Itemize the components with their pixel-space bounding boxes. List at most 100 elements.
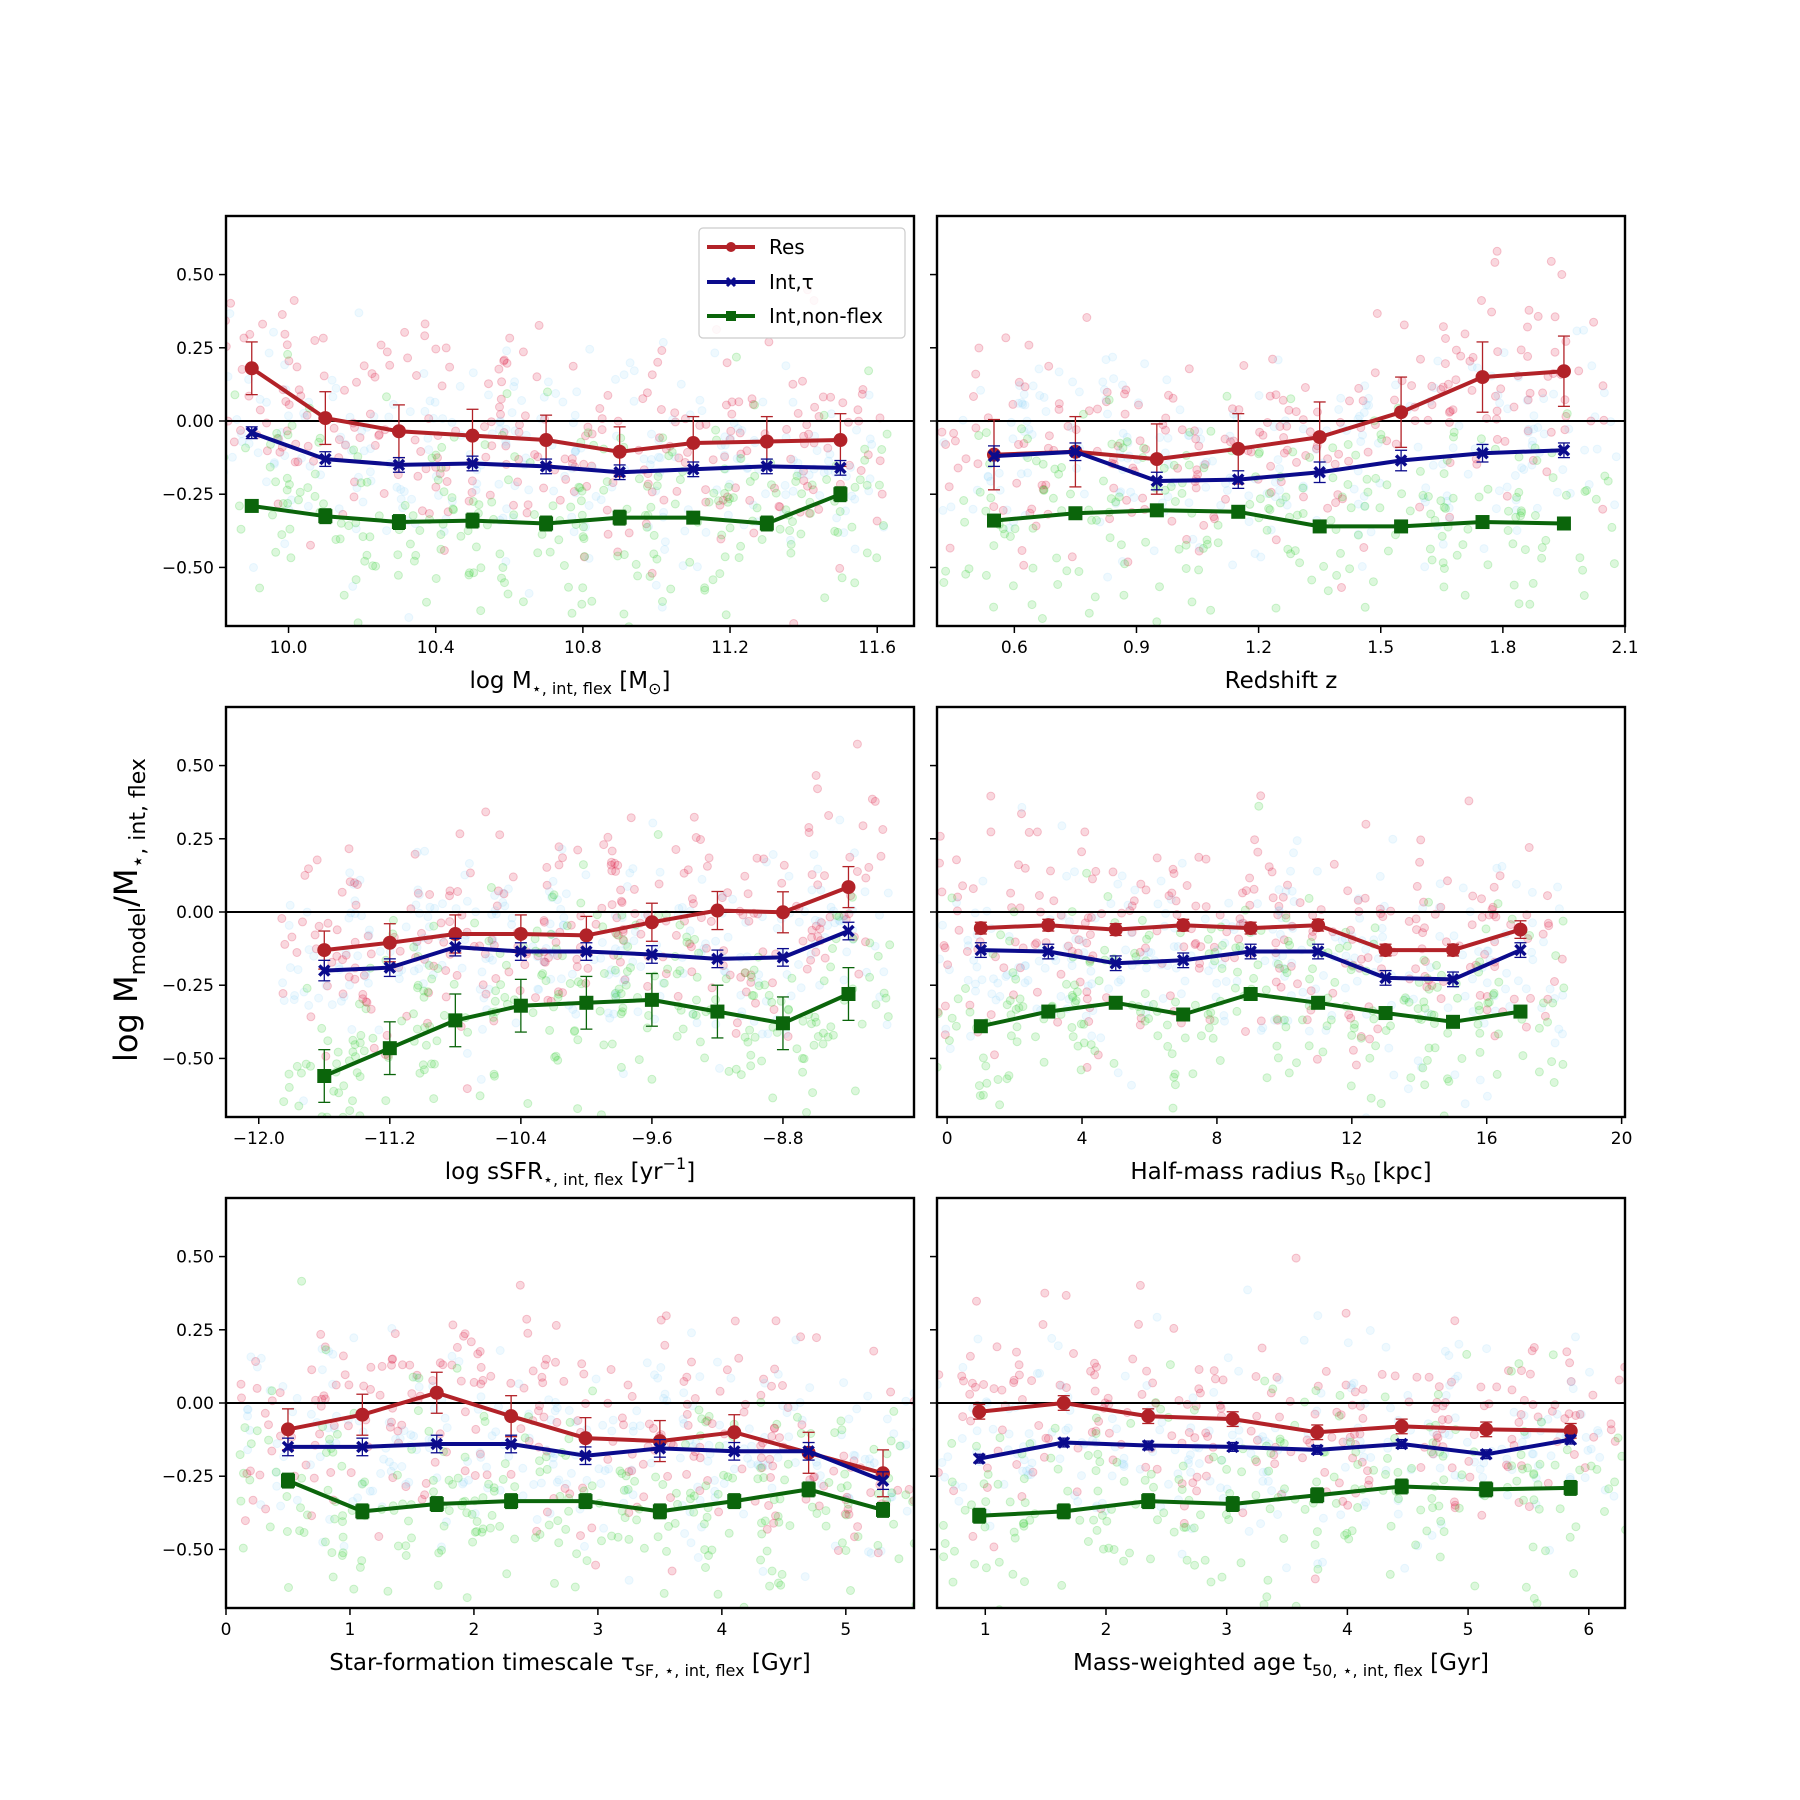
scatter-point-int-nonflex: [351, 575, 361, 585]
scatter-point-int-tau: [1287, 886, 1297, 896]
scatter-point-int-tau: [596, 953, 606, 963]
scatter-point-res: [769, 1005, 779, 1014]
scatter-point-int-nonflex: [1326, 1015, 1336, 1025]
scatter-point-res: [818, 392, 828, 402]
scatter-point-int-tau: [1600, 1485, 1610, 1495]
scatter-point-res: [430, 1457, 440, 1467]
scatter-point-res: [1049, 896, 1059, 906]
scatter-point-int-nonflex: [1332, 570, 1342, 580]
scatter-point-int-tau: [611, 988, 621, 998]
scatter-point-int-tau: [715, 1063, 724, 1073]
scatter-point-res: [1043, 1434, 1053, 1443]
scatter-point-int-tau: [336, 432, 346, 442]
scatter-point-int-tau: [568, 418, 578, 428]
scatter-point-res: [1356, 954, 1366, 964]
scatter-point-int-nonflex: [666, 584, 676, 594]
scatter-point-res: [1445, 512, 1455, 522]
scatter-point-int-nonflex: [490, 996, 500, 1006]
scatter-point-int-tau: [917, 1499, 925, 1507]
scatter-point-int-tau: [963, 941, 973, 951]
scatter-point-int-tau: [567, 969, 577, 979]
scatter-point-int-tau: [1113, 879, 1123, 889]
scatter-point-int-tau: [1115, 488, 1125, 498]
scatter-point-int-tau: [1474, 947, 1484, 956]
scatter-point-res: [290, 457, 300, 467]
scatter-point-res: [278, 989, 288, 998]
scatter-point-int-tau: [412, 943, 422, 952]
data-point-int-nonflex: [280, 1473, 295, 1488]
scatter-point-int-tau: [420, 846, 430, 856]
x-tick-label: 1.5: [1367, 638, 1394, 658]
scatter-point-int-tau: [655, 867, 665, 877]
data-point-int-nonflex: [382, 1041, 397, 1056]
scatter-point-int-nonflex: [393, 1541, 403, 1551]
scatter-point-res: [979, 1380, 989, 1389]
scatter-point-res: [341, 950, 351, 960]
scatter-point-int-tau: [1482, 978, 1492, 988]
scatter-point-int-nonflex: [448, 1479, 458, 1489]
scatter-point-res: [967, 1378, 977, 1388]
series-int-nonflex: [973, 987, 1528, 1034]
scatter-point-int-nonflex: [1562, 409, 1572, 419]
scatter-point-int-nonflex: [1155, 582, 1164, 592]
scatter-point-res: [612, 913, 622, 923]
scatter-point-int-tau: [559, 920, 568, 930]
scatter-point-int-tau: [1263, 1476, 1273, 1486]
data-point-int-tau: [1150, 474, 1164, 488]
scatter-point-int-nonflex: [1375, 503, 1385, 513]
scatter-point-res: [481, 989, 491, 999]
scatter-point-int-tau: [864, 1547, 873, 1557]
scatter-point-int-nonflex: [707, 1545, 717, 1555]
scatter-point-int-tau: [1539, 394, 1549, 404]
data-point-int-nonflex: [1312, 519, 1327, 534]
scatter-point-res: [1241, 1027, 1250, 1036]
scatter-point-res: [915, 1516, 923, 1524]
scatter-point-int-nonflex: [518, 597, 528, 607]
scatter-point-int-tau: [1002, 505, 1012, 515]
scatter-point-int-tau: [678, 1414, 688, 1424]
scatter-point-int-tau: [423, 433, 433, 443]
scatter-point-int-tau: [629, 396, 639, 406]
scatter-point-int-nonflex: [1062, 979, 1071, 989]
scatter-point-int-tau: [533, 984, 543, 994]
scatter-point-int-nonflex: [212, 454, 220, 462]
scatter-point-int-tau: [754, 978, 763, 988]
scatter-point-int-nonflex: [401, 1551, 411, 1560]
scatter-point-int-tau: [361, 972, 371, 981]
scatter-point-res: [797, 1420, 807, 1430]
scatter-point-res: [1377, 1369, 1387, 1379]
scatter-point-int-nonflex: [554, 1538, 564, 1548]
scatter-point-res: [1054, 399, 1064, 409]
scatter-point-int-tau: [611, 968, 621, 978]
scatter-point-int-nonflex: [623, 1484, 633, 1494]
scatter-point-int-nonflex: [1037, 614, 1047, 623]
scatter-point-int-tau: [1162, 375, 1172, 385]
scatter-point-res: [439, 937, 449, 947]
scatter-point-int-nonflex: [342, 1132, 350, 1140]
scatter-point-res: [1526, 993, 1535, 1003]
scatter-point-int-nonflex: [841, 1510, 851, 1520]
scatter-point-res: [796, 1332, 806, 1342]
scatter-point-int-tau: [232, 415, 242, 424]
scatter-point-int-nonflex: [1281, 1022, 1291, 1032]
scatter-point-int-nonflex: [1345, 648, 1353, 656]
scatter-point-res: [752, 853, 762, 863]
scatter-point-int-nonflex: [356, 1030, 366, 1040]
scatter-point-int-tau: [1013, 398, 1023, 408]
scatter-point-int-tau: [679, 1419, 689, 1428]
scatter-point-res: [1169, 869, 1179, 878]
scatter-point-int-nonflex: [689, 1491, 699, 1501]
scatter-point-int-tau: [1524, 424, 1533, 434]
scatter-point-int-tau: [1126, 487, 1136, 497]
scatter-point-res: [746, 977, 756, 987]
scatter-point-int-tau: [1549, 389, 1559, 399]
scatter-point-int-tau: [1035, 1368, 1045, 1378]
scatter-point-int-tau: [507, 920, 517, 929]
scatter-point-int-tau: [1063, 1423, 1073, 1433]
scatter-point-int-nonflex: [213, 466, 221, 474]
data-point-res: [833, 433, 848, 448]
scatter-point-int-nonflex: [1012, 1022, 1022, 1032]
scatter-point-int-tau: [1373, 438, 1383, 448]
scatter-point-res: [345, 877, 355, 887]
scatter-point-res: [867, 794, 877, 804]
